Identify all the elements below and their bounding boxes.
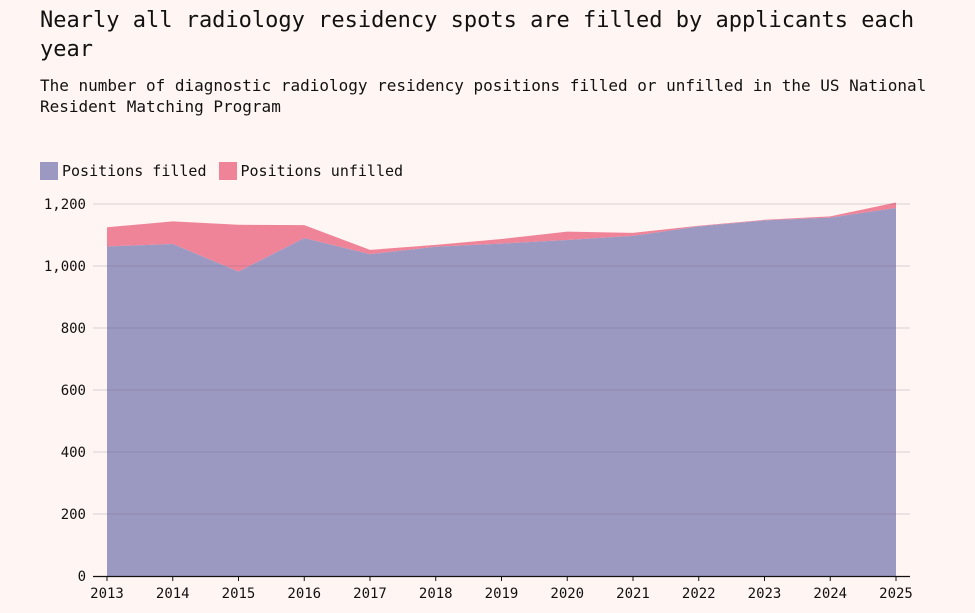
y-tick-label: 1,000	[44, 259, 86, 275]
y-tick-label: 800	[61, 321, 86, 337]
x-tick-label: 2013	[90, 586, 124, 602]
x-tick-label: 2024	[813, 586, 847, 602]
y-tick-label: 400	[61, 445, 86, 461]
chart-title: Nearly all radiology residency spots are…	[40, 8, 915, 62]
legend-label-filled: Positions filled	[62, 162, 207, 180]
x-tick-label: 2015	[222, 586, 256, 602]
y-tick-label: 600	[61, 383, 86, 399]
x-tick-label: 2014	[156, 586, 190, 602]
legend: Positions filled Positions unfilled	[40, 162, 415, 180]
x-tick-label: 2020	[550, 586, 584, 602]
legend-swatch-unfilled	[218, 162, 237, 180]
area-positions-unfilled	[107, 202, 896, 272]
y-tick-label: 200	[61, 507, 86, 523]
legend-label-unfilled: Positions unfilled	[240, 162, 404, 180]
y-tick-label: 1,200	[44, 197, 86, 213]
chart-subtitle: The number of diagnostic radiology resid…	[40, 76, 927, 116]
legend-swatch-filled	[40, 162, 58, 180]
x-tick-label: 2023	[748, 586, 782, 602]
x-tick-label: 2017	[353, 586, 387, 602]
legend-item-filled: Positions filled	[40, 162, 207, 180]
y-tick-label: 0	[78, 569, 86, 585]
x-tick-label: 2016	[287, 586, 321, 602]
x-tick-label: 2022	[682, 586, 716, 602]
x-tick-label: 2021	[616, 586, 650, 602]
x-tick-label: 2018	[419, 586, 453, 602]
x-tick-label: 2025	[879, 586, 913, 602]
area-positions-filled	[107, 208, 896, 576]
legend-item-unfilled: Positions unfilled	[218, 162, 404, 180]
x-tick-label: 2019	[485, 586, 519, 602]
